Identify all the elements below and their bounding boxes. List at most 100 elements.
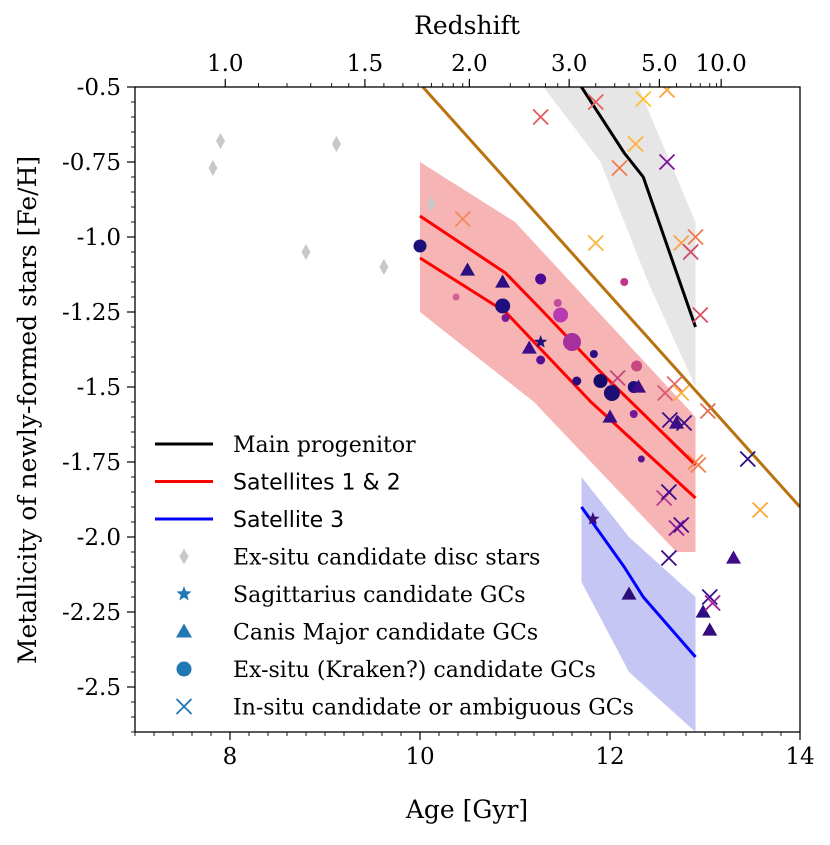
insitu-gc-24 (668, 519, 685, 537)
disc-star-0 (208, 160, 218, 176)
kraken-gc-0 (413, 239, 427, 253)
kraken-gc-15 (631, 360, 643, 372)
x-tick-label-1: 10 (405, 744, 434, 770)
disc-star-5 (379, 259, 389, 275)
band-layer (420, 87, 696, 732)
kraken-gc-9 (589, 350, 598, 358)
legend-label-7: In-situ candidate or ambiguous GCs (233, 696, 634, 721)
insitu-gc-5 (627, 135, 644, 153)
band-1 (420, 162, 696, 552)
y-tick-label-1: -0.75 (62, 150, 121, 176)
legend-label-6: Ex-situ (Kraken?) candidate GCs (233, 658, 596, 683)
kraken-gc-10 (593, 374, 608, 388)
legend-label-5: Canis Major candidate GCs (233, 621, 538, 646)
x-axis-label: Age [Gyr] (405, 795, 528, 824)
insitu-gc-25 (673, 516, 690, 534)
y-tick-label-0: -0.5 (77, 75, 121, 101)
legend: Main progenitor Satellites 1 & 2 Satellite… (155, 433, 634, 721)
sagittarius-gc-1 (586, 512, 600, 525)
insitu-gc-6 (635, 90, 652, 108)
legend-swatch-4 (176, 586, 192, 601)
canis-gc-7 (726, 550, 741, 564)
insitu-gc-26 (660, 549, 678, 567)
top-tick-label-1: 1.5 (347, 51, 384, 77)
canis-gc-0 (460, 262, 475, 276)
insitu-gc-27 (739, 450, 756, 468)
insitu-gc-2 (587, 93, 604, 111)
legend-swatch-3 (179, 548, 189, 565)
insitu-gc-11 (687, 228, 704, 246)
canis-gc-5 (621, 586, 637, 600)
series-line-3 (580, 506, 697, 658)
insitu-gc-21 (660, 483, 678, 501)
top-tick-label-2: 2.0 (451, 51, 488, 77)
y-tick-label-2: -1.0 (77, 225, 121, 251)
y-tick-label-8: -2.5 (77, 675, 121, 701)
legend-label-1: Satellites 1 & 2 (233, 471, 401, 496)
top-tick-label-0: 1.0 (207, 51, 244, 77)
insitu-gc-3 (587, 234, 604, 252)
canis-gc-6 (669, 415, 684, 429)
y-axis-label: Metallicity of newly-formed stars [Fe/H] (13, 156, 42, 664)
insitu-gc-17 (661, 411, 678, 429)
insitu-gc-15 (666, 375, 683, 393)
legend-swatch-7 (175, 698, 193, 715)
disc-star-2 (331, 136, 341, 152)
disc-star-3 (426, 196, 436, 212)
kraken-gc-17 (501, 314, 510, 322)
x-tick-label-3: 14 (785, 744, 814, 770)
series-line-0 (580, 87, 697, 328)
legend-label-3: Ex-situ candidate disc stars (233, 546, 540, 571)
plot-frame (134, 86, 801, 733)
canis-gc-4 (602, 409, 618, 423)
insitu-gc-4 (611, 159, 628, 177)
series-line-2 (419, 256, 697, 500)
y-tick-label-4: -1.5 (77, 375, 121, 401)
insitu-gc-1 (532, 108, 549, 126)
insitu-gc-12 (692, 306, 709, 324)
kraken-gc-16 (637, 455, 645, 463)
legend-label-4: Sagittarius candidate GCs (233, 583, 526, 608)
kraken-gc-6 (553, 307, 569, 323)
legend-label-0: Main progenitor (233, 433, 416, 458)
insitu-gc-16 (673, 384, 690, 402)
canis-gc-3 (631, 379, 646, 393)
axes-layer: 8 10 12 14 -0.5 -0.75 -1.0 -1.25 -1.5 -1.75 -2.0 -2… (62, 51, 815, 770)
sagittarius-gc-0 (533, 335, 548, 348)
canis-gc-2 (521, 340, 537, 354)
top-axis-label: Redshift (414, 11, 520, 40)
y-tick-label-3: -1.25 (62, 300, 121, 326)
series-line-4 (421, 87, 800, 509)
y-tick-label-6: -2.0 (77, 525, 121, 551)
insitu-gc-8 (658, 87, 676, 99)
insitu-gc-13 (609, 369, 626, 387)
canis-gc-1 (495, 274, 511, 288)
disc-star-4 (301, 244, 311, 260)
top-tick-label-5: 10.0 (696, 51, 747, 77)
top-tick-label-3: 3.0 (551, 51, 588, 77)
x-tick-label-2: 12 (595, 744, 624, 770)
insitu-gc-0 (454, 210, 471, 228)
marker-layer (208, 87, 769, 636)
legend-swatch-5 (176, 623, 192, 638)
insitu-gc-18 (675, 414, 693, 432)
top-tick-label-4: 5.0 (641, 51, 678, 77)
kraken-gc-3 (535, 273, 547, 285)
insitu-gc-19 (699, 402, 716, 420)
insitu-gc-29 (704, 594, 721, 612)
disc-star-1 (216, 133, 225, 149)
insitu-gc-23 (690, 456, 707, 474)
kraken-gc-14 (629, 410, 638, 418)
line-layer (419, 87, 800, 658)
kraken-gc-11 (603, 385, 620, 401)
insitu-gc-7 (658, 153, 676, 171)
series-line-1 (419, 214, 697, 467)
y-tick-label-5: -1.75 (62, 450, 121, 476)
kraken-gc-4 (536, 355, 546, 365)
insitu-gc-10 (682, 243, 699, 261)
kraken-gc-12 (620, 278, 629, 286)
canis-gc-9 (702, 622, 718, 636)
legend-swatch-6 (176, 661, 192, 677)
canis-gc-8 (695, 604, 711, 618)
